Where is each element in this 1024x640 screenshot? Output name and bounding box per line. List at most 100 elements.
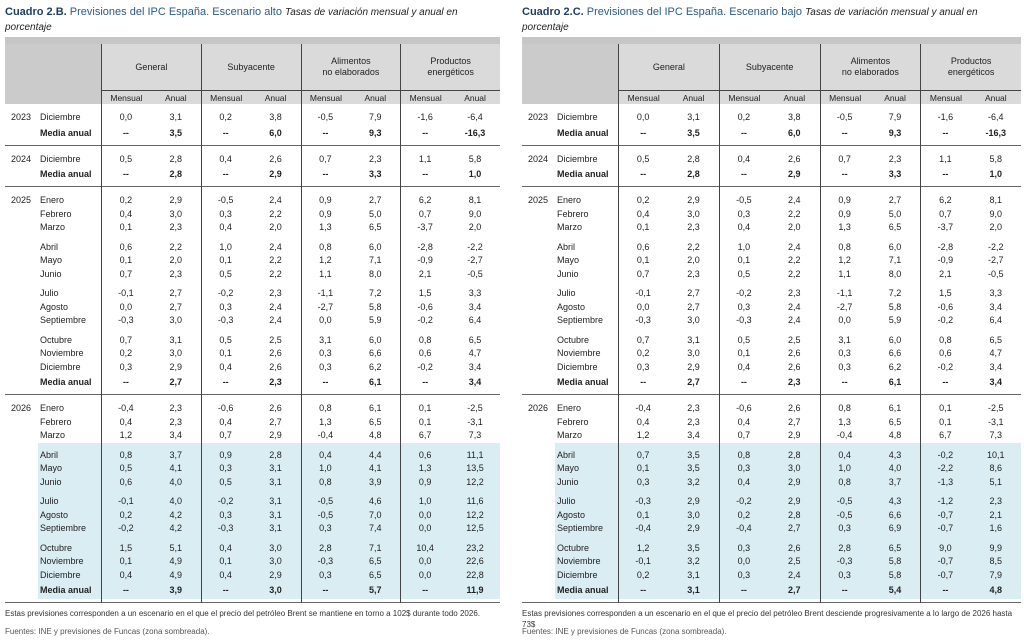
value-cell: -- <box>322 377 329 387</box>
value-cell: -- <box>322 169 329 179</box>
value-cell: 6,0 <box>788 127 801 138</box>
value-cell: 6,2 <box>418 195 432 205</box>
value-cell: 0,0 <box>718 555 770 569</box>
value-cell: 0,9 <box>200 448 251 462</box>
value-cell: 0,6 <box>119 241 133 252</box>
year-label <box>5 569 38 583</box>
value-cell: 2,7 <box>687 377 700 387</box>
table-row: Diciembre 0,2 3,1 0,3 2,4 0,3 5,8 -0,7 7,9 <box>522 568 1021 582</box>
value-cell: 1,2 <box>636 430 650 440</box>
column-divider <box>400 104 402 603</box>
value-cell: -0,3 <box>200 522 251 536</box>
value-cell: 0,9 <box>400 475 451 489</box>
value-cell: -- <box>841 169 848 179</box>
table-row: Septiembre -0,4 2,9 -0,4 2,7 0,3 6,9 -0,7 1,6 <box>522 522 1021 536</box>
table-row: Mayo 0,1 2,0 0,1 2,2 1,2 7,1 -0,9 -2,7 <box>522 254 1021 268</box>
month-label: Diciembre <box>38 568 101 582</box>
value-cell: 0,3 <box>319 348 332 358</box>
table-row: Diciembre 0,3 2,9 0,4 2,6 0,3 6,2 -0,2 3,4 <box>522 361 1021 375</box>
table-panel-escenario-alto: Cuadro 2.B. Previsiones del IPC España. … <box>5 0 500 636</box>
value-cell: -16,3 <box>985 127 1007 138</box>
month-label: Julio <box>38 495 101 509</box>
value-cell: 1,1 <box>838 268 851 279</box>
value-cell: 4,3 <box>869 448 921 462</box>
value-cell: 0,0 <box>636 301 650 312</box>
value-cell: 4,9 <box>150 555 201 569</box>
value-cell: 2,7 <box>769 522 820 536</box>
value-cell: 0,3 <box>219 301 232 312</box>
value-cell: 11,1 <box>450 448 500 462</box>
subheader-mensual: Mensual <box>819 91 870 105</box>
table-row: Febrero 0,4 3,0 0,3 2,2 0,9 5,0 0,7 9,0 <box>522 208 1021 222</box>
subheader-anual: Anual <box>783 93 806 103</box>
annual-average-row: Media anual -- 2,8 -- 2,9 -- 3,3 -- 1,0 <box>522 166 1021 183</box>
year-block-2023: 2023 Diciembre 0,0 3,1 0,2 3,8 -0,5 7,9 -1,6 -6,4… <box>5 104 500 146</box>
value-cell: 3,3 <box>989 288 1003 298</box>
value-cell: 5,8 <box>869 555 921 569</box>
value-cell: 8,6 <box>970 462 1021 476</box>
value-cell: 3,4 <box>989 377 1003 387</box>
value-cell: 5,8 <box>369 301 382 312</box>
value-cell: 12,2 <box>450 475 500 489</box>
value-cell: 9,0 <box>989 208 1003 219</box>
value-cell: 2,7 <box>169 288 183 298</box>
value-cell: 13,5 <box>450 462 500 476</box>
table-row: Noviembre 0,2 3,0 0,1 2,6 0,3 6,6 0,6 4,7 <box>522 347 1021 361</box>
value-cell: 2,8 <box>769 448 820 462</box>
value-cell: 2,8 <box>819 541 870 555</box>
value-cell: -- <box>618 582 669 599</box>
value-cell: -0,2 <box>937 315 954 325</box>
subheader-mensual: Mensual <box>618 91 668 105</box>
year-label: 2026 <box>528 403 549 413</box>
value-cell: -0,2 <box>200 495 251 509</box>
value-cell: 8,0 <box>888 268 902 279</box>
year-label <box>5 555 38 569</box>
value-cell: 2,9 <box>269 430 282 440</box>
value-cell: -- <box>422 127 429 138</box>
value-cell: 2,8 <box>687 169 700 179</box>
value-cell: 3,0 <box>250 555 301 569</box>
value-cell: 5,1 <box>970 475 1021 489</box>
month-label: Abril <box>40 241 59 252</box>
value-cell: 9,3 <box>369 127 382 138</box>
value-cell: 1,3 <box>400 462 451 476</box>
value-cell: 0,6 <box>400 448 451 462</box>
value-cell: 0,2 <box>718 508 770 522</box>
year-label <box>522 287 555 301</box>
value-cell: -0,2 <box>937 361 954 372</box>
subheader-anual: Anual <box>164 93 187 103</box>
value-cell: 7,9 <box>970 568 1021 582</box>
table-row: Agosto 0,0 2,7 0,3 2,4 -2,7 5,8 -0,6 3,4 <box>522 301 1021 315</box>
value-cell: 3,1 <box>838 334 851 345</box>
value-cell: 0,3 <box>200 508 251 522</box>
value-cell: 2,3 <box>169 416 183 427</box>
value-cell: 6,7 <box>418 430 432 440</box>
value-cell: 0,2 <box>101 508 151 522</box>
value-cell: 0,1 <box>219 255 232 265</box>
value-cell: 1,2 <box>319 255 332 265</box>
value-cell: 23,2 <box>450 541 500 555</box>
value-cell: -0,2 <box>417 361 433 372</box>
value-cell: 0,4 <box>300 448 351 462</box>
value-cell: 2,6 <box>788 348 801 358</box>
value-cell: 7,4 <box>350 522 401 536</box>
month-label: Abril <box>555 448 618 462</box>
value-cell: 6,5 <box>989 334 1003 345</box>
value-cell: 2,6 <box>269 361 282 372</box>
value-cell: 4,7 <box>468 348 482 358</box>
year-label <box>5 449 38 463</box>
value-cell: -- <box>819 582 870 599</box>
annual-average-row: Media anual -- 3,5 -- 6,0 -- 9,3 -- -16,3 <box>5 125 500 142</box>
subheader-anual: Anual <box>264 93 287 103</box>
value-cell: 0,7 <box>939 208 952 219</box>
value-cell: 5,9 <box>888 315 902 325</box>
month-label: Agosto <box>555 508 618 522</box>
year-label: 2024 <box>11 153 32 164</box>
subheader-mensual: Mensual <box>300 91 351 105</box>
value-cell: 1,0 <box>400 495 451 509</box>
column-group-1: Subyacente <box>718 44 820 90</box>
month-label: Diciembre <box>40 112 81 122</box>
month-label: Enero <box>557 403 582 413</box>
value-cell: 2,6 <box>269 403 282 413</box>
month-label: Julio <box>557 288 576 298</box>
